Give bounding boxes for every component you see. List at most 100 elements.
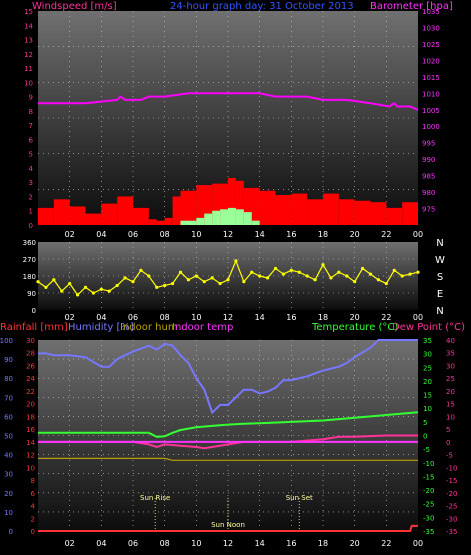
direction-x-ticks: 02 04 06 08 10 12 14 16 18 20 22 00: [65, 313, 424, 322]
x-tick-label: 10: [191, 539, 201, 548]
y-tick-label: 0: [29, 222, 33, 230]
compass-label: N: [436, 306, 443, 317]
y-tick-label: 15: [446, 401, 455, 409]
wind-gust-bar: [156, 220, 165, 225]
x-tick-label: 16: [286, 230, 296, 239]
wind-gust-bar: [38, 207, 54, 225]
x-tick-label: 18: [318, 313, 328, 322]
wind-gust-bar: [291, 193, 308, 225]
x-tick-label: 00: [413, 230, 423, 239]
wind-gust-bar: [85, 213, 102, 225]
y-tick-label: 6: [29, 136, 34, 144]
temperature-legend: Temperature (°C): [311, 322, 398, 333]
y-tick-label: 990: [422, 156, 435, 164]
y-tick-label: 3: [29, 179, 33, 187]
indoor-humidity-legend: Indoor hum: [120, 322, 178, 333]
wind-gust-bar: [323, 193, 339, 225]
wind-gust-bar: [338, 199, 355, 225]
wind-average-bar: [180, 220, 197, 225]
x-tick-label: 12: [223, 313, 233, 322]
y-tick-label: -35: [423, 528, 434, 536]
y-tick-label: 20: [446, 388, 455, 396]
y-tick-label: -10: [423, 460, 434, 468]
y-tick-label: -20: [423, 487, 434, 495]
wind-gust-bar: [117, 196, 133, 225]
x-tick-label: 08: [160, 230, 170, 239]
y-tick-label: 270: [23, 256, 36, 264]
indoor-temp-legend: Indoor temp: [172, 322, 233, 333]
y-tick-label: 25: [423, 364, 432, 372]
x-tick-label: 16: [286, 313, 296, 322]
y-tick-label: 11: [24, 65, 33, 73]
y-tick-label: 4: [29, 165, 34, 173]
y-tick-label: 14: [26, 439, 35, 447]
x-tick-label: 02: [65, 230, 75, 239]
wind-x-ticks: 02 04 06 08 10 12 14 16 18 20 22 00: [65, 230, 424, 239]
y-tick-label: 360: [23, 239, 36, 247]
y-tick-label: 7: [29, 122, 33, 130]
direction-grid: [38, 242, 418, 310]
x-tick-label: 08: [160, 313, 170, 322]
y-tick-label: -5: [423, 446, 430, 454]
y-tick-label: -20: [446, 490, 457, 498]
y-tick-label: -15: [446, 477, 457, 485]
x-tick-label: 14: [255, 539, 265, 548]
wind-grid: [38, 11, 418, 225]
x-tick-label: 12: [223, 539, 233, 548]
y-tick-label: 0: [31, 528, 35, 536]
y-tick-label: 18: [26, 413, 35, 421]
y-tick-label: 1035: [422, 8, 440, 16]
wind-gust-bar: [180, 190, 197, 225]
temp-series: [38, 339, 419, 532]
barometer-axis-ticks: 975 980 985 990 995 1000 1005 1010 1015 1020 1025 1…: [422, 8, 440, 214]
y-tick-label: 10: [26, 464, 35, 472]
y-tick-label: 1020: [422, 57, 440, 65]
sun-set-label: Sun Set: [286, 494, 313, 502]
y-tick-label: 80: [4, 375, 13, 383]
y-tick-label: 15: [24, 8, 33, 16]
y-tick-label: -25: [423, 501, 434, 509]
x-tick-label: 02: [65, 313, 75, 322]
wind-average-bar: [204, 213, 213, 225]
compass-label: E: [437, 289, 443, 300]
humidity-axis-ticks: 0 10 20 30 40 50 60 70 80 90 100: [0, 337, 13, 536]
y-tick-label: 30: [423, 351, 432, 359]
chart-date-title: 24-hour graph day: 31 October 2013: [170, 1, 354, 12]
x-tick-label: 12: [223, 230, 233, 239]
y-tick-label: 20: [423, 378, 432, 386]
dewpoint-axis-ticks: 40 35 30 25 20 15 10 5 0 -5 -10 -15 -20 -25 -30 -35: [446, 337, 457, 536]
y-tick-label: 30: [4, 471, 13, 479]
y-tick-label: 20: [26, 401, 35, 409]
wind-gust-bar: [53, 199, 70, 225]
compass-label: S: [437, 272, 443, 283]
x-tick-label: 00: [413, 539, 423, 548]
y-tick-label: 90: [27, 290, 36, 298]
y-tick-label: 28: [26, 350, 35, 358]
wind-gust-bar: [386, 207, 403, 225]
wind-gust-bar: [402, 202, 418, 225]
y-tick-label: 975: [422, 206, 435, 214]
y-tick-label: 12: [26, 452, 35, 460]
wind-gust-bar: [133, 207, 149, 225]
wind-gust-bar: [69, 206, 86, 225]
y-tick-label: 1005: [422, 107, 440, 115]
y-tick-label: 1025: [422, 41, 440, 49]
y-tick-label: 16: [26, 426, 35, 434]
y-tick-label: 8: [31, 477, 35, 485]
y-tick-label: 8: [29, 108, 33, 116]
y-tick-label: 50: [4, 433, 13, 441]
wind-gust-bar: [235, 180, 244, 225]
y-tick-label: 20: [4, 490, 13, 498]
wind-gust-bar: [259, 190, 276, 225]
x-tick-label: 18: [318, 230, 328, 239]
y-tick-label: 10: [4, 509, 13, 517]
y-tick-label: 40: [446, 337, 455, 345]
y-tick-label: 5: [423, 419, 427, 427]
x-tick-label: 14: [255, 230, 265, 239]
y-tick-label: 0: [423, 433, 427, 441]
y-tick-label: -10: [446, 464, 457, 472]
wind-average-bar: [243, 212, 252, 225]
